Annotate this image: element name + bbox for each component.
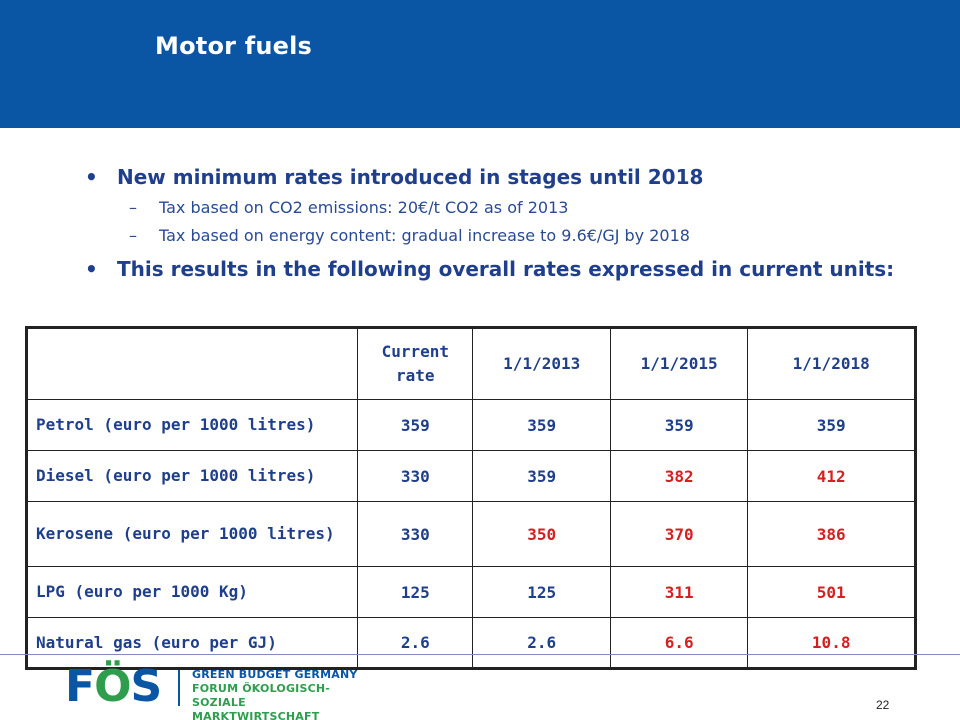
logo-line: GREEN BUDGET GERMANY — [192, 668, 358, 681]
table-cell: 359 — [609, 399, 749, 451]
table-cell: 2.6 — [357, 617, 474, 669]
table-row: Kerosene (euro per 1000 litres) 330 350 … — [25, 501, 916, 567]
table-cell: 359 — [472, 450, 611, 502]
sub-bullet-text: Tax based on CO2 emissions: 20€/t CO2 as… — [159, 198, 569, 217]
table-cell: 2.6 — [472, 617, 611, 669]
table-cell: 311 — [609, 566, 749, 618]
bullet-text: This results in the following overall ra… — [117, 257, 895, 281]
row-label: Petrol (euro per 1000 litres) — [25, 399, 359, 451]
dash-icon: – — [129, 226, 137, 245]
sub-bullet-item: – Tax based on energy content: gradual i… — [85, 226, 905, 246]
logo-text: GREEN BUDGET GERMANY FORUM ÖKOLOGISCH-SO… — [192, 668, 360, 720]
table-cell: 501 — [747, 566, 916, 618]
table-cell: 350 — [472, 501, 611, 567]
table-cell: 10.8 — [747, 617, 916, 669]
table-cell: 386 — [747, 501, 916, 567]
table-cell: 359 — [747, 399, 916, 451]
sub-bullet-item: – Tax based on CO2 emissions: 20€/t CO2 … — [85, 198, 905, 218]
slide-title: Motor fuels — [155, 32, 313, 60]
bullet-list: • New minimum rates introduced in stages… — [85, 164, 905, 282]
rates-table: Current rate 1/1/2013 1/1/2015 1/1/2018 … — [25, 326, 917, 670]
table-row: LPG (euro per 1000 Kg) 125 125 311 501 — [25, 566, 916, 618]
bullet-item: • New minimum rates introduced in stages… — [85, 164, 905, 190]
table-cell: 125 — [357, 566, 474, 618]
bullet-dot-icon: • — [85, 257, 98, 281]
table-row: Natural gas (euro per GJ) 2.6 2.6 6.6 10… — [25, 617, 916, 669]
table-cell: 382 — [609, 450, 749, 502]
row-label: LPG (euro per 1000 Kg) — [25, 566, 359, 618]
logo-line: MARKTWIRTSCHAFT — [192, 710, 320, 720]
table-cell: 359 — [472, 399, 611, 451]
bullet-text: New minimum rates introduced in stages u… — [117, 165, 704, 189]
fos-logo: FÖS GREEN BUDGET GERMANY FORUM ÖKOLOGISC… — [60, 661, 360, 720]
sub-bullet-text: Tax based on energy content: gradual inc… — [159, 226, 690, 245]
table-cell: 125 — [472, 566, 611, 618]
table-cell: 330 — [357, 501, 474, 567]
table-row: Petrol (euro per 1000 litres) 359 359 35… — [25, 399, 916, 451]
bullet-item: • This results in the following overall … — [85, 256, 905, 282]
dash-icon: – — [129, 198, 137, 217]
table-cell: 412 — [747, 450, 916, 502]
table-cell: 6.6 — [609, 617, 749, 669]
row-label: Diesel (euro per 1000 litres) — [25, 450, 359, 502]
table-header-cell — [25, 327, 359, 400]
table-row: Diesel (euro per 1000 litres) 330 359 38… — [25, 450, 916, 502]
table-header-cell: 1/1/2013 — [472, 327, 611, 400]
table-cell: 370 — [609, 501, 749, 567]
table-cell: 330 — [357, 450, 474, 502]
bullet-dot-icon: • — [85, 165, 98, 189]
footer-divider — [0, 654, 960, 655]
logo-divider — [178, 670, 180, 706]
table-header-cell: Current rate — [357, 327, 474, 400]
table-cell: 359 — [357, 399, 474, 451]
page-number: 22 — [876, 698, 890, 712]
table-header-cell: 1/1/2015 — [609, 327, 749, 400]
table-header-row: Current rate 1/1/2013 1/1/2015 1/1/2018 — [25, 327, 916, 400]
row-label: Kerosene (euro per 1000 litres) — [25, 501, 359, 567]
header-band — [0, 0, 960, 128]
row-label: Natural gas (euro per GJ) — [25, 617, 359, 669]
logo-wordmark: FÖS — [65, 661, 162, 712]
table-header-cell: 1/1/2018 — [747, 327, 916, 400]
logo-line: FORUM ÖKOLOGISCH-SOZIALE — [192, 682, 331, 709]
